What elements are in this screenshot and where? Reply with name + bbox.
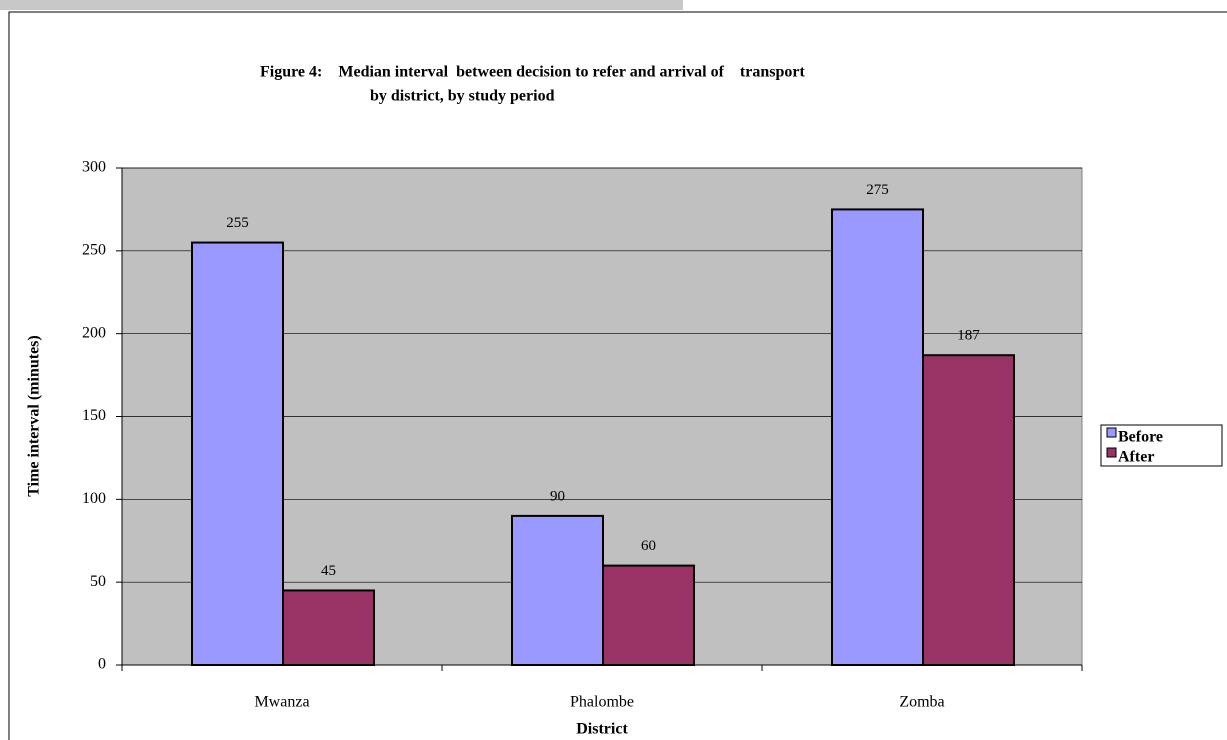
y-tick-label: 300 [82, 159, 106, 176]
data-label: 90 [550, 488, 565, 504]
bar [282, 589, 375, 667]
y-tick-label: 50 [90, 573, 106, 590]
bar [511, 514, 604, 667]
bar [602, 564, 695, 666]
top-bar [0, 0, 683, 10]
bar [831, 208, 924, 667]
legend-label: Before [1118, 429, 1163, 446]
legend-swatch [1106, 447, 1117, 458]
x-tick-label: Zomba [899, 694, 944, 711]
legend-label: After [1118, 449, 1154, 466]
chart-title: by district, by study period [370, 88, 555, 105]
data-label: 45 [321, 563, 336, 579]
y-tick-label: 200 [82, 324, 106, 341]
data-label: 255 [226, 215, 249, 231]
y-axis-label: Time interval (minutes) [26, 335, 43, 496]
x-tick-label: Phalombe [570, 694, 634, 711]
y-tick-label: 150 [82, 407, 106, 424]
bar [922, 354, 1015, 666]
data-label: 275 [866, 182, 889, 198]
bar [191, 241, 284, 667]
x-axis-label: District [576, 721, 628, 738]
y-tick-label: 0 [98, 656, 106, 673]
legend-swatch [1106, 427, 1117, 438]
chart-border [8, 11, 1227, 740]
chart-title: Figure 4: Median interval between decisi… [260, 64, 805, 81]
data-label: 187 [957, 328, 980, 344]
legend [1100, 424, 1223, 467]
data-label: 60 [641, 538, 656, 554]
x-tick-label: Mwanza [254, 694, 309, 711]
y-tick-label: 100 [82, 490, 106, 507]
y-tick-label: 250 [82, 242, 106, 259]
